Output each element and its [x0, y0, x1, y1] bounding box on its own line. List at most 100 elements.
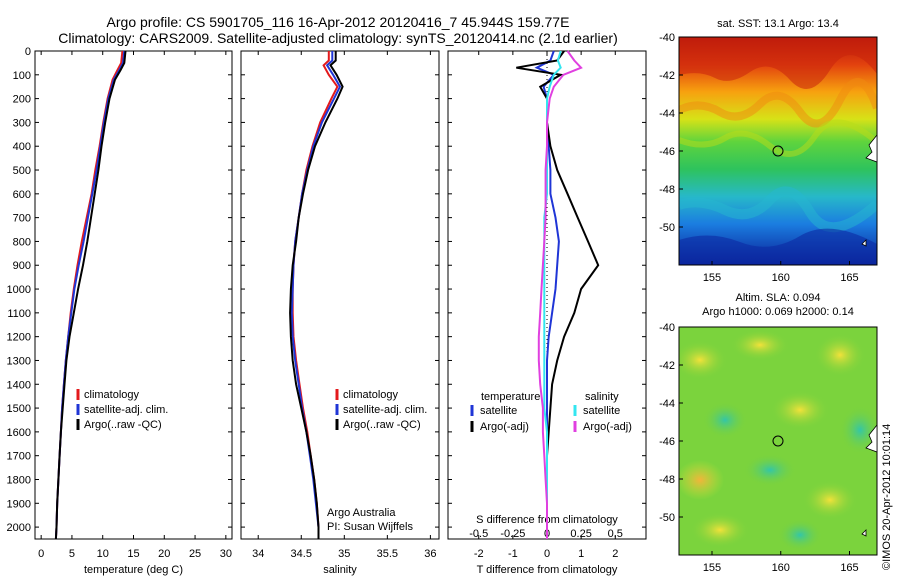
temperature-xtick-label: 5 — [69, 548, 75, 560]
sla-axes-lat-label: -40 — [659, 322, 675, 334]
depth-tick-label: 1400 — [7, 379, 31, 391]
sla-float-marker — [772, 435, 784, 447]
salinity-profile-panel: 34 34.5 35 35.5 36 salinity climatology satelli… — [240, 50, 440, 576]
temperature-series-line — [54, 50, 126, 540]
depth-tick-label: 1900 — [7, 498, 31, 510]
salinity-legend-label: Argo(..raw -QC) — [343, 419, 421, 431]
sla-map-title-line1: Altim. SLA: 0.094 — [736, 292, 821, 304]
depth-tick-label: 1600 — [7, 427, 31, 439]
sla-map-panel: Altim. SLA: 0.094 Argo h1000: 0.069 h200… — [659, 292, 878, 574]
difference-axis-label: T difference from climatology — [477, 564, 618, 576]
sst-axes-lat-label: -48 — [659, 184, 675, 196]
sla-axes-lon-label: 160 — [772, 562, 790, 574]
salinity-xtick-label: 35.5 — [377, 548, 398, 560]
salinity-xtick-label: 35 — [338, 548, 350, 560]
salinity-series-line — [289, 51, 344, 539]
difference-series-line — [537, 50, 583, 539]
depth-tick-label: 300 — [13, 117, 31, 129]
difference-xtick-label: -1 — [508, 548, 518, 560]
sla-coastline — [865, 423, 878, 453]
salinity-diff-tick-label: 0.5 — [608, 528, 623, 540]
sla-axes-lat-label: -50 — [659, 512, 675, 524]
depth-tick-label: 1800 — [7, 474, 31, 486]
depth-tick-label: 1300 — [7, 355, 31, 367]
salinity-frame — [240, 50, 440, 540]
sla-map-field — [679, 327, 877, 555]
sla-axes-lat-label: -42 — [659, 360, 675, 372]
copyright-footer: ©IMOS 20-Apr-2012 10:01:14 — [881, 424, 893, 570]
temperature-axis-label: temperature (deg C) — [84, 564, 183, 576]
difference-xtick-label: 2 — [612, 548, 618, 560]
diff-legend-label: satellite — [480, 405, 517, 417]
sla-axes-lon-label: 165 — [840, 562, 858, 574]
salinity-diff-tick-label: -0.5 — [469, 528, 488, 540]
diff-legend-label: Argo(-adj) — [583, 421, 632, 433]
difference-xtick-label: 1 — [578, 548, 584, 560]
temperature-xtick-label: 0 — [38, 548, 44, 560]
sst-map-axes: 155 160 165 -40 -42 -44 -46 -48 -50 — [659, 32, 859, 284]
chart-title-line1: Argo profile: CS 5901705_116 16-Apr-2012… — [107, 14, 570, 30]
sst-axes-lat-label: -40 — [659, 32, 675, 44]
sla-axes-lon-label: 155 — [703, 562, 721, 574]
temperature-xtick-label: 10 — [97, 548, 109, 560]
sst-map-title: sat. SST: 13.1 Argo: 13.4 — [717, 18, 839, 30]
sla-island — [861, 529, 867, 537]
salinity-diff-tick-label: -0.25 — [500, 528, 525, 540]
depth-tick-label: 0 — [25, 46, 31, 58]
sst-axes-lat-label: -44 — [659, 108, 675, 120]
salinity-legend-label: climatology — [343, 389, 399, 401]
depth-tick-label: 1200 — [7, 332, 31, 344]
depth-tick-label: 100 — [13, 70, 31, 82]
depth-tick-label: 900 — [13, 260, 31, 272]
salinity-xtick-label: 34.5 — [291, 548, 312, 560]
depth-tick-label: 600 — [13, 189, 31, 201]
sst-axes-lat-label: -46 — [659, 146, 675, 158]
sst-axes-lat-label: -50 — [659, 222, 675, 234]
salinity-diff-tick-label: 0.25 — [570, 528, 591, 540]
sst-map-field — [679, 37, 877, 265]
chart-title-line2: Climatology: CARS2009. Satellite-adjuste… — [58, 30, 618, 46]
sst-float-marker — [772, 145, 784, 157]
diff-legend-label: satellite — [583, 405, 620, 417]
sst-island — [861, 239, 867, 247]
temperature-xtick-label: 20 — [158, 548, 170, 560]
diff-legend-title-salinity: salinity — [585, 391, 619, 403]
salinity-series-line — [291, 51, 339, 539]
salinity-series-line — [290, 51, 342, 539]
depth-tick-label: 2000 — [7, 522, 31, 534]
difference-xtick-label: -2 — [474, 548, 484, 560]
depth-tick-label: 400 — [13, 141, 31, 153]
salinity-legend-label: satellite-adj. clim. — [343, 404, 427, 416]
depth-tick-label: 1100 — [7, 308, 31, 320]
temperature-xtick-label: 30 — [220, 548, 232, 560]
sla-map-axes: 155 160 165 -40 -42 -44 -46 -48 -50 — [659, 322, 859, 574]
salinity-xtick-label: 34 — [252, 548, 264, 560]
temperature-legend-label: Argo(..raw -QC) — [84, 419, 162, 431]
depth-tick-label: 800 — [13, 236, 31, 248]
depth-tick-label: 500 — [13, 165, 31, 177]
salinity-annotation: PI: Susan Wijffels — [327, 521, 413, 533]
sst-axes-lon-label: 155 — [703, 272, 721, 284]
temperature-profile-panel: 0100200300400500600700800900100011001200… — [7, 46, 233, 576]
depth-tick-label: 200 — [13, 94, 31, 106]
sst-axes-lat-label: -42 — [659, 70, 675, 82]
difference-series-line — [543, 50, 562, 539]
temperature-xtick-label: 25 — [189, 548, 201, 560]
temperature-series-line — [54, 50, 127, 540]
sla-axes-lat-label: -48 — [659, 474, 675, 486]
depth-tick-label: 1000 — [7, 284, 31, 296]
temperature-legend-label: satellite-adj. clim. — [84, 404, 168, 416]
salinity-xtick-label: 36 — [424, 548, 436, 560]
sst-coastline — [865, 133, 878, 163]
difference-series-line — [516, 50, 600, 539]
sst-axes-lon-label: 160 — [772, 272, 790, 284]
sst-map-panel: sat. SST: 13.1 Argo: 13.4 155 160 165 -40 -4… — [659, 18, 878, 284]
difference-profile-panel: -2 -1 0 1 2-0.5 -0.25 0 0.25 0.5S difference fro… — [447, 50, 647, 576]
diff-legend-label: Argo(-adj) — [480, 421, 529, 433]
temperature-frame — [34, 50, 233, 540]
temperature-xtick-label: 15 — [127, 548, 139, 560]
difference-xtick-label: 0 — [544, 548, 550, 560]
depth-tick-label: 1500 — [7, 403, 31, 415]
temperature-series-line — [54, 50, 124, 540]
